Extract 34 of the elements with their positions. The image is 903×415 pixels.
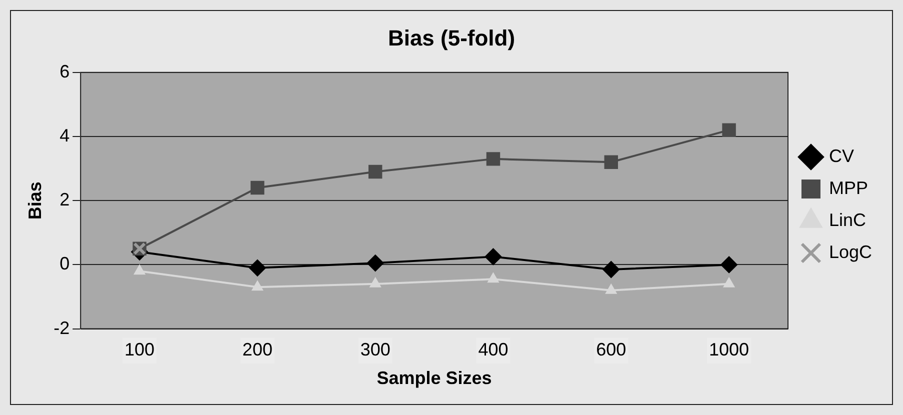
point xyxy=(134,264,146,275)
y-tick-label: -2 xyxy=(54,318,70,338)
point xyxy=(366,254,384,272)
point xyxy=(604,155,618,170)
legend-label: LinC xyxy=(828,210,866,230)
y-tick-label: 6 xyxy=(60,61,70,82)
y-tick-label: 0 xyxy=(60,254,70,274)
point xyxy=(484,248,502,266)
point xyxy=(248,259,266,276)
point xyxy=(252,280,264,291)
x-tick-label: 300 xyxy=(360,340,390,360)
legend-label: LogC xyxy=(828,242,872,262)
y-axis-title: Bias xyxy=(24,182,45,220)
point xyxy=(722,123,736,137)
point xyxy=(602,261,620,278)
point xyxy=(723,277,735,288)
x-tick-label: 600 xyxy=(596,340,626,360)
point xyxy=(368,164,382,179)
legend-label: MPP xyxy=(828,178,868,198)
point xyxy=(486,152,500,166)
x-tick-label: 1000 xyxy=(709,340,750,360)
y-tick-label: 2 xyxy=(60,190,70,210)
legend-label: CV xyxy=(828,146,854,166)
point xyxy=(488,272,499,283)
y-tick-label: 4 xyxy=(60,125,70,146)
point xyxy=(720,256,738,274)
point xyxy=(250,180,264,195)
x-axis-title: Sample Sizes xyxy=(376,368,492,388)
x-tick-label: 200 xyxy=(242,340,272,360)
x-tick-label: 400 xyxy=(478,340,508,360)
x-tick-label: 100 xyxy=(124,340,155,360)
point xyxy=(370,277,382,288)
chart-title: Bias (5-fold) xyxy=(388,25,516,50)
point xyxy=(605,284,617,294)
